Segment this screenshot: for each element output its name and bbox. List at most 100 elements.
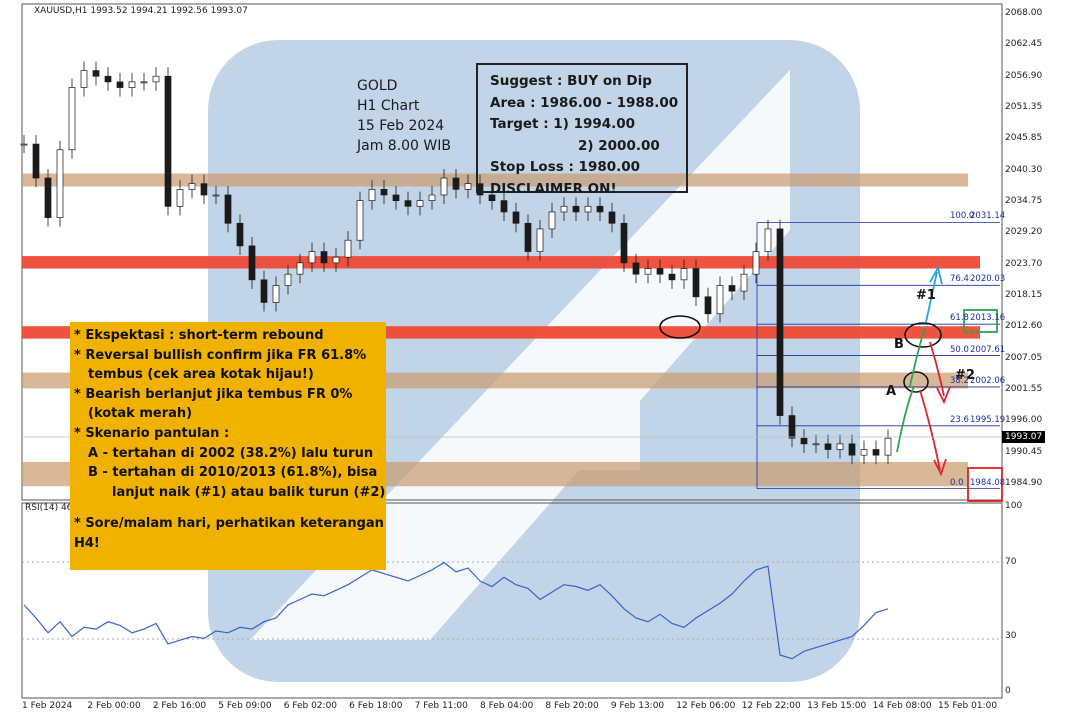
note-line-10: * Sore/malam hari, perhatikan keterangan [74, 516, 384, 532]
candle-body [248, 245, 256, 281]
fib-price-label: 2020.03 [970, 274, 1006, 285]
candle-body [488, 194, 496, 201]
marker-b: B [894, 337, 904, 352]
x-tick-label: 7 Feb 11:00 [414, 701, 468, 711]
y-tick-label: 2045.85 [1005, 133, 1043, 144]
fib-price-label: 2013.16 [970, 313, 1006, 324]
support-zone-tan [22, 173, 968, 187]
note-line-4: * Bearish berlanjut jika tembus FR 0% [74, 386, 353, 402]
candle-body [524, 222, 532, 252]
candle-body [572, 205, 580, 213]
candle-body [32, 143, 40, 179]
fib-level-label: 100.0 [950, 211, 975, 222]
rsi-panel [21, 502, 1003, 699]
fib-level-label: 61.8 [950, 313, 969, 324]
note-spacer [74, 502, 382, 514]
x-tick-label: 1 Feb 2024 [22, 701, 73, 711]
candle-body [296, 262, 304, 275]
suggest-line-4: 2) 2000.00 [578, 137, 660, 154]
candle-body [656, 268, 664, 275]
candle-body [116, 81, 124, 88]
suggest-line-1: Suggest : BUY on Dip [490, 73, 652, 89]
title-line-4: Jam 8.00 WIB [357, 138, 451, 154]
y-tick-label: 2001.55 [1005, 383, 1043, 394]
green-arrow-scenario-b [909, 326, 926, 387]
note-line-3: tembus (cek area kotak hijau!) [88, 367, 314, 383]
x-tick-label: 6 Feb 02:00 [283, 701, 338, 711]
x-tick-label: 9 Feb 13:00 [610, 701, 665, 711]
y-tick-label: 1996.00 [1005, 415, 1043, 426]
candle-body [644, 268, 652, 275]
candle-body [428, 194, 436, 201]
candle-body [320, 251, 328, 264]
ellipse-marker-low [659, 315, 701, 339]
title-line-2: H1 Chart [357, 98, 420, 114]
resistance-zone-red [22, 256, 980, 269]
y-tick-label: 2034.75 [1005, 196, 1043, 207]
y-tick-label: 2051.35 [1005, 102, 1043, 113]
rsi-y-tick-label: 70 [1005, 556, 1017, 567]
candle-body [224, 194, 232, 224]
candle-body [212, 194, 220, 197]
candle-body [344, 239, 352, 258]
suggest-box: Suggest : BUY on Dip Area : 1986.00 - 19… [476, 63, 688, 197]
y-tick-label: 2062.45 [1005, 39, 1043, 50]
title-line-1: GOLD [357, 78, 398, 94]
x-tick-label: 15 Feb 01:00 [938, 701, 998, 711]
fib-level-label: 23.6 [950, 414, 969, 425]
note-line-7: A - tertahan di 2002 (38.2%) lalu turun [88, 445, 374, 461]
red-arrow-down-b [929, 341, 945, 397]
candle-body [260, 279, 268, 303]
candle-body [68, 87, 76, 151]
note-line-11: H4! [74, 535, 100, 551]
candle-body [776, 228, 784, 416]
candle-body [584, 205, 592, 213]
note-box: * Ekspektasi : short-term rebound * Reve… [70, 322, 386, 570]
current-price-tag: 1993.07 [1002, 431, 1046, 443]
candle-body [44, 177, 52, 218]
candle-body [464, 183, 472, 190]
rsi-y-tick-label: 100 [1005, 501, 1023, 511]
x-tick-label: 2 Feb 00:00 [87, 701, 141, 711]
candle-body [632, 262, 640, 275]
candle-body [848, 443, 856, 456]
x-tick-label: 12 Feb 06:00 [676, 701, 736, 711]
candle-body [500, 200, 508, 213]
candle-body [728, 285, 736, 292]
candle-body [128, 81, 136, 88]
candle-body [140, 81, 148, 84]
note-line-8: B - tertahan di 2010/2013 (61.8%), bisa [88, 465, 378, 481]
chart-title-block: GOLD H1 Chart 15 Feb 2024 Jam 8.00 WIB [357, 76, 451, 156]
fib-level-label: 76.4 [950, 274, 969, 285]
candle-body [20, 143, 28, 146]
candle-body [512, 211, 520, 224]
candle-body [272, 285, 280, 303]
y-tick-label: 1984.90 [1005, 478, 1043, 488]
candle-body [152, 75, 160, 83]
fib-level-label: 0.0 [950, 477, 964, 488]
candle-body [620, 222, 628, 264]
red-arrow-down-a [919, 389, 941, 471]
title-line-3: 15 Feb 2024 [357, 118, 445, 134]
symbol-header: XAUUSD,H1 1993.52 1994.21 1992.56 1993.0… [34, 6, 248, 16]
suggest-line-5: Stop Loss : 1980.00 [490, 159, 641, 175]
candle-body [716, 285, 724, 315]
fib-price-label: 1995.19 [970, 414, 1006, 425]
x-tick-label: 5 Feb 09:00 [218, 701, 272, 711]
note-line-2: * Reversal bullish confirm jika FR 61.8% [74, 347, 367, 363]
candle-body [752, 251, 760, 275]
x-tick-label: 2 Feb 16:00 [152, 701, 207, 711]
candle-body [860, 449, 868, 456]
price-panel [21, 3, 1003, 501]
rsi-header: RSI(14) 46.9 [25, 503, 81, 513]
marker-1: #1 [916, 288, 936, 303]
marker-a: A [886, 384, 897, 399]
candle-body [368, 188, 376, 201]
candle-body [788, 415, 796, 439]
y-tick-label: 2012.60 [1005, 321, 1043, 332]
rsi-y-tick-label: 0 [1005, 686, 1011, 696]
candle-body [884, 437, 892, 456]
fib-price-label: 2007.61 [970, 344, 1006, 355]
note-line-6: * Skenario pantulan : [74, 425, 230, 441]
candle-body [164, 75, 172, 207]
